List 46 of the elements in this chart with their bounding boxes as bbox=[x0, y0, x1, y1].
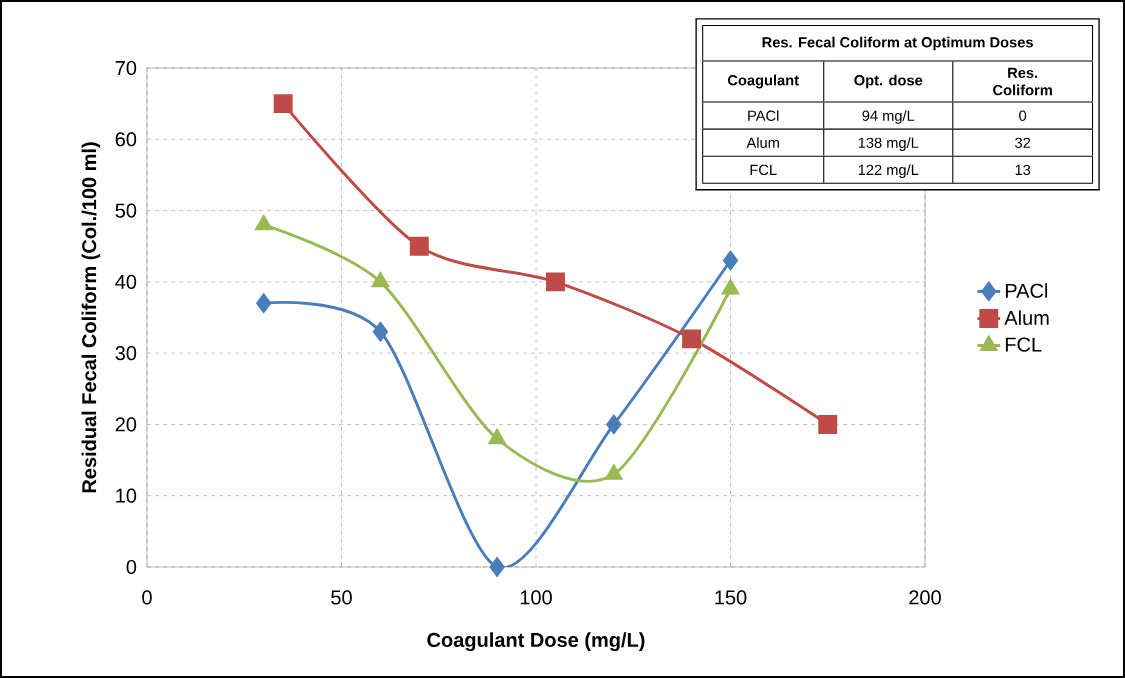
text: Res. Fecal Coliform at Optimum Doses bbox=[762, 36, 1033, 51]
point bbox=[722, 279, 739, 295]
y-tick-label: 30 bbox=[115, 346, 137, 361]
annotation: 138 mg/L bbox=[858, 137, 919, 151]
y-tick-label: 60 bbox=[115, 132, 137, 147]
point bbox=[488, 429, 506, 445]
point bbox=[273, 94, 293, 114]
annotation: PACl bbox=[748, 110, 779, 121]
text: 32 bbox=[1015, 137, 1031, 148]
annotation: Alum bbox=[746, 137, 779, 148]
y-tick-label: 10 bbox=[116, 488, 137, 503]
y-tick-label: 20 bbox=[115, 417, 137, 432]
annotation: 94 mg/L bbox=[862, 110, 915, 124]
point bbox=[723, 250, 738, 270]
point bbox=[605, 464, 623, 480]
x-axis-title: Coagulant Dose (mg/L) bbox=[427, 632, 645, 652]
legend-label: Alum bbox=[1004, 310, 1049, 326]
point bbox=[372, 272, 389, 288]
point bbox=[818, 414, 838, 434]
annotation: 122 mg/L bbox=[858, 164, 919, 178]
text: 13 bbox=[1015, 164, 1031, 176]
x-tick-label: 150 bbox=[715, 590, 747, 605]
x-tick-label: 50 bbox=[331, 590, 352, 605]
y-tick-label: 70 bbox=[115, 60, 137, 76]
x-tick-label: 0 bbox=[142, 590, 152, 605]
point bbox=[255, 215, 273, 231]
y-axis-title: Residual Fecal Coliform (Col./100 ml) bbox=[81, 142, 101, 493]
y-tick-label: 0 bbox=[126, 559, 137, 575]
point bbox=[409, 236, 429, 256]
point bbox=[606, 414, 622, 434]
point bbox=[489, 557, 505, 577]
legend-label: PACl bbox=[1005, 283, 1048, 298]
point bbox=[545, 272, 565, 292]
annotation: FCL bbox=[750, 164, 777, 176]
text: 0 bbox=[1019, 110, 1027, 121]
x-tick-label: 100 bbox=[520, 590, 552, 605]
point bbox=[256, 293, 272, 313]
annotation: Coagulant bbox=[727, 74, 799, 89]
legend-label: FCL bbox=[1005, 337, 1042, 352]
point bbox=[682, 329, 702, 349]
x-tick-label: 200 bbox=[909, 590, 941, 605]
y-tick-label: 50 bbox=[115, 203, 137, 218]
y-tick-label: 40 bbox=[115, 274, 137, 289]
annotation: Opt. dose bbox=[854, 74, 923, 89]
point bbox=[372, 322, 388, 342]
text: Res. Coliform bbox=[993, 67, 1052, 96]
